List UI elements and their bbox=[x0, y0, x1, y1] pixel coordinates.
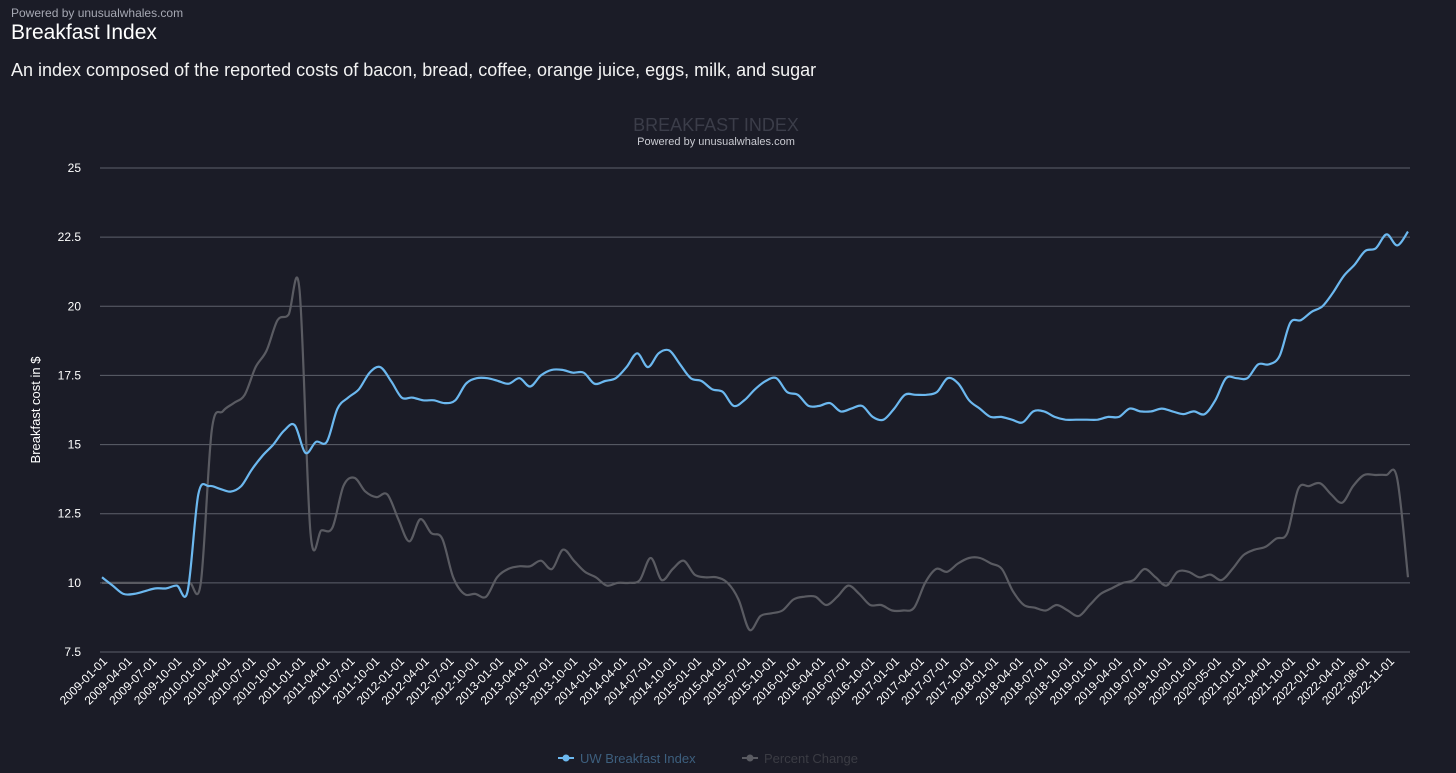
legend-item-percent-change[interactable]: Percent Change bbox=[742, 751, 858, 766]
legend[interactable]: UW Breakfast Index Percent Change bbox=[558, 751, 858, 766]
legend-label: UW Breakfast Index bbox=[580, 751, 696, 766]
y-tick-label: 25 bbox=[68, 161, 82, 175]
chart-title: BREAKFAST INDEX bbox=[633, 115, 799, 135]
y-tick-label: 10 bbox=[68, 576, 82, 590]
y-tick-label: 7.5 bbox=[64, 645, 81, 659]
gridlines bbox=[100, 167, 1410, 653]
y-tick-label: 15 bbox=[68, 438, 82, 452]
series-lines bbox=[101, 230, 1410, 632]
y-tick-label: 12.5 bbox=[58, 507, 82, 521]
legend-marker bbox=[562, 754, 570, 762]
y-axis-label: Breakfast cost in $ bbox=[28, 356, 43, 464]
page-subtitle: An index composed of the reported costs … bbox=[11, 60, 817, 80]
y-tick-label: 17.5 bbox=[58, 368, 82, 382]
chart-subtitle: Powered by unusualwhales.com bbox=[637, 136, 795, 148]
x-tick-labels: 2009-01-012009-04-012009-07-012009-10-01… bbox=[57, 654, 1398, 708]
index-line bbox=[101, 230, 1409, 598]
legend-item-uw-breakfast-index[interactable]: UW Breakfast Index bbox=[558, 751, 696, 766]
powered-by-label: Powered by unusualwhales.com bbox=[11, 6, 184, 20]
legend-label: Percent Change bbox=[764, 751, 858, 766]
y-tick-labels: 7.5 10 12.5 15 17.5 20 22.5 25 bbox=[58, 161, 82, 659]
page-title: Breakfast Index bbox=[11, 21, 157, 44]
y-tick-label: 20 bbox=[68, 299, 82, 313]
legend-marker bbox=[746, 754, 754, 762]
percent-change-line bbox=[102, 276, 1410, 632]
y-tick-label: 22.5 bbox=[58, 230, 82, 244]
